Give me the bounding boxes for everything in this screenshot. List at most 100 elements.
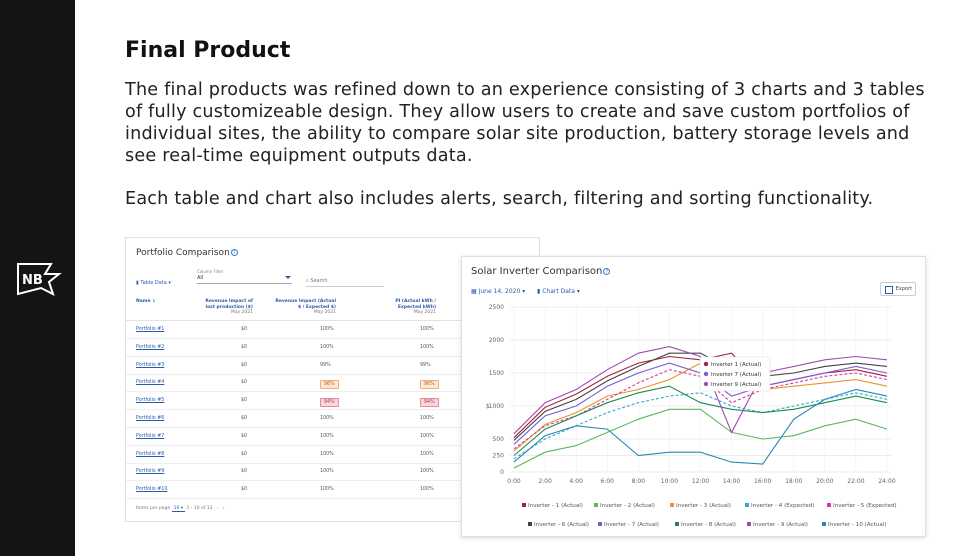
x-tick-label: 24:00 xyxy=(878,478,895,485)
legend-swatch xyxy=(670,503,674,507)
legend-item: Inverter - 2 (Actual) xyxy=(600,503,655,509)
rev-ratio-cell: 94% xyxy=(320,398,339,408)
portfolio-link[interactable]: Portfolio #1 xyxy=(136,327,165,332)
portfolio-link[interactable]: Portfolio #7 xyxy=(136,433,165,439)
portfolio-link[interactable]: Portfolio #8 xyxy=(136,451,165,457)
legend-item: Inverter - 5 (Expected) xyxy=(833,503,897,509)
pi-cell: 100% xyxy=(420,433,434,439)
series-line-2 xyxy=(513,408,888,469)
legend-swatch xyxy=(745,503,749,507)
pi-cell: 100% xyxy=(420,327,434,332)
calendar-icon: ▦ xyxy=(471,288,479,295)
x-tick-label: 18:00 xyxy=(785,478,802,485)
pi-cell: 100% xyxy=(420,487,434,493)
table-header: Name ↓ Revenue Impact of lost production… xyxy=(126,293,541,321)
bar-chart-icon: ▮ xyxy=(537,288,543,295)
table-row: Portfolio #9 $0 100% 100% xyxy=(126,463,541,482)
legend-item: Inverter - 8 (Actual) xyxy=(681,522,736,528)
rev-impact-cell: $0 xyxy=(241,433,248,439)
pi-cell: 100% xyxy=(420,469,434,475)
pagination: Items per page 10 ▾ 1 - 10 of 13 ‹ › xyxy=(136,506,225,512)
header-rev-ratio[interactable]: Revenue Impact (Actual $ / Expected $) M… xyxy=(275,299,336,315)
rev-impact-cell: $0 xyxy=(241,344,248,350)
portfolio-link[interactable]: Portfolio #3 xyxy=(136,362,165,368)
portfolio-link[interactable]: Portfolio #6 xyxy=(136,416,165,421)
prev-page-icon[interactable]: ‹ xyxy=(213,506,219,511)
y-tick-label: 250 xyxy=(493,453,505,460)
table-row: Portfolio #8 $0 100% 100% xyxy=(126,446,541,464)
tooltip-item: Inverter 9 (Actual) xyxy=(711,382,761,388)
y-tick-label: 1000 xyxy=(489,403,504,410)
legend-swatch xyxy=(747,522,751,526)
tooltip-item: Inverter 7 (Actual) xyxy=(711,372,761,378)
tooltip-marker xyxy=(703,381,709,387)
y-tick-label: 2500 xyxy=(489,304,504,311)
help-icon[interactable]: ? xyxy=(230,249,238,256)
legend-swatch xyxy=(822,522,826,526)
legend-swatch xyxy=(675,522,679,526)
search-icon: ⌕ xyxy=(306,278,311,284)
tooltip-item: Inverter 1 (Actual) xyxy=(711,362,761,368)
x-tick-label: 10:00 xyxy=(661,478,678,485)
rev-ratio-cell: 100% xyxy=(320,487,334,493)
legend-swatch xyxy=(827,503,831,507)
y-tick-label: 1500 xyxy=(489,370,504,377)
rev-impact-cell: $0 xyxy=(241,362,248,368)
rev-impact-cell: $0 xyxy=(241,487,248,493)
search-input[interactable]: ⌕ Search xyxy=(306,278,384,287)
next-page-icon[interactable]: › xyxy=(220,506,225,511)
legend-item: Inverter - 4 (Expected) xyxy=(751,503,815,509)
chart-data-dropdown[interactable]: ▮ Chart Data ▾ xyxy=(537,288,580,295)
portfolio-link[interactable]: Portfolio #4 xyxy=(136,380,165,386)
series-line-8 xyxy=(513,385,888,456)
pi-cell: 100% xyxy=(420,451,434,457)
tooltip-marker xyxy=(703,361,709,367)
column-filter-label: Column Filter xyxy=(197,269,224,274)
table-data-dropdown[interactable]: ▮ Table Data ▾ xyxy=(136,280,171,286)
table-row: Portfolio #6 $0 100% 100% xyxy=(126,410,541,428)
date-picker[interactable]: ▦ June 14, 2020 ▾ xyxy=(471,288,526,295)
x-tick-label: 22:00 xyxy=(847,478,864,485)
table-row: Portfolio #1 $0 100% 100% xyxy=(126,321,541,339)
legend-item: Inverter - 1 (Actual) xyxy=(528,503,583,509)
rev-ratio-cell: 100% xyxy=(320,469,334,475)
x-tick-label: 20:00 xyxy=(816,478,833,485)
rev-ratio-cell: 100% xyxy=(320,416,334,421)
header-name[interactable]: Name ↓ xyxy=(136,299,156,304)
table-row: Portfolio #2 $0 100% 100% xyxy=(126,339,541,357)
legend-item: Inverter - 6 (Actual) xyxy=(534,522,589,528)
rev-impact-cell: $0 xyxy=(241,416,248,421)
table-row: Portfolio #4 $0 96% 96% xyxy=(126,374,541,393)
nb-logo-icon: NB xyxy=(17,263,62,296)
y-tick-label: 2000 xyxy=(489,337,504,344)
table-row: Portfolio #5 $0 94% 94% xyxy=(126,392,541,411)
legend-swatch xyxy=(528,522,532,526)
header-rev-impact[interactable]: Revenue Impact of lost production ($) Ma… xyxy=(205,299,253,315)
pi-cell: 99% xyxy=(420,362,431,368)
x-tick-label: 14:00 xyxy=(723,478,740,485)
table-row: Portfolio #10 $0 100% 100% xyxy=(126,481,541,500)
rev-impact-cell: $0 xyxy=(241,469,248,475)
column-filter-select[interactable]: All xyxy=(197,275,292,284)
pi-cell: 94% xyxy=(420,398,439,408)
features-paragraph: Each table and chart also includes alert… xyxy=(125,189,874,209)
solar-line-chart: 0 250 500 1000 1500 2000 2500 0:00 2:00 4:00 6:00 8… xyxy=(486,304,897,528)
help-icon[interactable]: ? xyxy=(603,267,611,275)
export-button[interactable]: Export xyxy=(880,282,916,296)
x-tick-label: 12:00 xyxy=(692,478,709,485)
page-size-select[interactable]: 10 ▾ xyxy=(171,506,186,512)
y-tick-label: 0 xyxy=(500,469,504,476)
rev-ratio-cell: 99% xyxy=(320,362,331,368)
rev-impact-cell: $0 xyxy=(241,327,248,332)
legend-swatch xyxy=(594,503,598,507)
series-line-9 xyxy=(513,346,888,435)
rev-ratio-cell: 100% xyxy=(320,451,334,457)
portfolio-link[interactable]: Portfolio #5 xyxy=(136,398,165,404)
portfolio-link[interactable]: Portfolio #2 xyxy=(136,344,165,350)
portfolio-link[interactable]: Portfolio #9 xyxy=(136,469,165,475)
rev-ratio-cell: 100% xyxy=(320,344,334,350)
portfolio-link[interactable]: Portfolio #10 xyxy=(136,487,168,493)
legend-item: Inverter - 7 (Actual) xyxy=(604,522,659,528)
header-pi[interactable]: PI (Actual kWh / Expected kWh) May 2021 xyxy=(395,299,436,315)
legend-item: Inverter - 9 (Actual) xyxy=(753,522,808,528)
